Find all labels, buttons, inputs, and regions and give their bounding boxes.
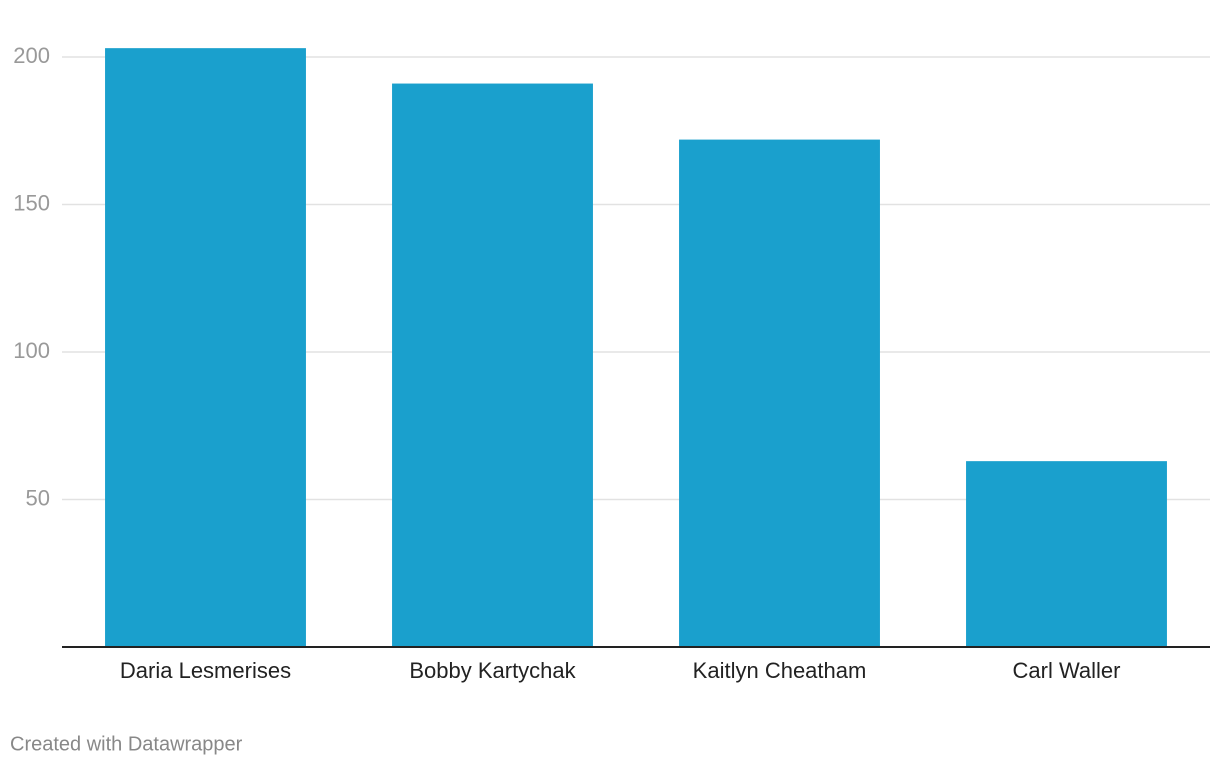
y-tick-label: 50	[26, 485, 50, 510]
x-tick-label: Kaitlyn Cheatham	[693, 658, 867, 683]
y-tick-label: 200	[13, 43, 50, 68]
bar	[966, 461, 1167, 647]
x-tick-label: Daria Lesmerises	[120, 658, 291, 683]
y-tick-label: 150	[13, 190, 50, 215]
bar	[679, 139, 880, 647]
credit: Created with Datawrapper	[10, 733, 243, 755]
x-tick-label: Carl Waller	[1013, 658, 1121, 683]
bar	[392, 83, 593, 648]
x-tick-label: Bobby Kartychak	[409, 658, 576, 683]
bar	[105, 48, 306, 647]
y-tick-label: 100	[13, 338, 50, 363]
